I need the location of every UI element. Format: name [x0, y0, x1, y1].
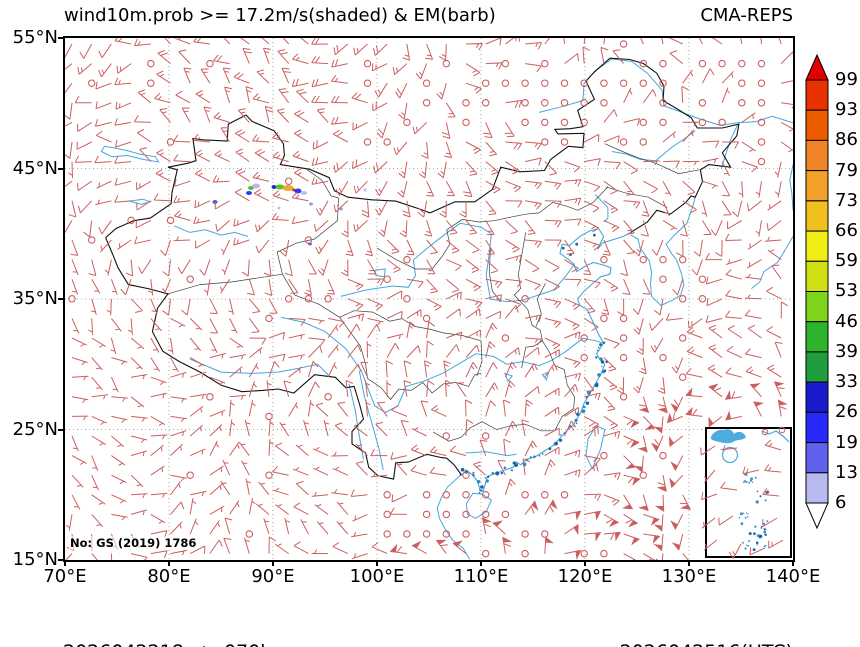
colorbar-tick-label: 13	[835, 462, 858, 483]
lat-label: 35°N	[12, 288, 58, 309]
valid-time-block: 2026042516(UTC) 2026042600(CST)	[620, 585, 793, 647]
init-time-utc: 2026042218 + 070h	[63, 639, 272, 647]
map-plot-area	[63, 36, 795, 562]
lon-label: 80°E	[147, 566, 191, 587]
lat-tick	[58, 428, 64, 431]
colorbar-tick-label: 66	[835, 220, 858, 241]
lon-label: 90°E	[251, 566, 295, 587]
lon-label: 110°E	[453, 566, 509, 587]
lon-label: 120°E	[557, 566, 613, 587]
lon-tick	[688, 560, 690, 566]
colorbar-tick-label: 93	[835, 99, 858, 120]
colorbar-tick-label: 46	[835, 311, 858, 332]
colorbar-tick-label: 26	[835, 401, 858, 422]
map-license-note: No: GS (2019) 1786	[69, 536, 198, 550]
lat-tick	[58, 298, 64, 300]
colorbar-tick-label: 59	[835, 250, 858, 271]
lon-tick	[272, 560, 274, 566]
valid-time-utc: 2026042516(UTC)	[620, 639, 793, 647]
national-border	[105, 57, 740, 480]
colorbar-tick-label: 19	[835, 432, 858, 453]
colorbar-tick-label: 73	[835, 190, 858, 211]
lon-label: 130°E	[661, 566, 717, 587]
lat-tick	[58, 37, 64, 39]
lon-label: 140°E	[765, 566, 821, 587]
lat-label: 55°N	[12, 27, 58, 48]
lon-tick	[792, 560, 794, 566]
province-borders	[167, 143, 700, 442]
lat-tick	[58, 167, 64, 170]
colorbar-tick-label: 33	[835, 371, 858, 392]
lon-tick	[376, 560, 378, 566]
colorbar-tick-label: 99	[835, 69, 858, 90]
grid-lines	[65, 38, 793, 560]
colorbar-tick-label: 86	[835, 129, 858, 150]
model-name: CMA-REPS	[700, 5, 793, 26]
colorbar-tick-label: 6	[835, 492, 847, 513]
lon-label: 70°E	[43, 566, 87, 587]
lat-tick	[58, 559, 64, 561]
island-dots	[459, 233, 609, 494]
colorbar-tick-label: 39	[835, 341, 858, 362]
lon-tick	[64, 560, 66, 566]
lat-label: 45°N	[12, 157, 58, 179]
lat-label: 25°N	[12, 418, 58, 440]
colorbar-tick-label: 53	[835, 280, 858, 301]
lat-label: 15°N	[12, 549, 58, 570]
map-canvas	[65, 38, 793, 560]
wind-barbs-layer	[65, 38, 793, 560]
scs-inset	[700, 426, 792, 559]
init-time-block: 2026042218 + 070h 2026042302 + 070h	[63, 585, 272, 647]
colorbar-tick-label: 79	[835, 160, 858, 181]
shaded-probability-cells	[212, 177, 367, 246]
lon-tick	[584, 560, 586, 566]
colorbar	[805, 53, 829, 530]
lon-tick	[480, 560, 482, 566]
lon-tick	[168, 560, 170, 566]
lon-label: 100°E	[349, 566, 405, 587]
page-title: wind10m.prob >= 17.2m/s(shaded) & EM(bar…	[64, 5, 496, 26]
